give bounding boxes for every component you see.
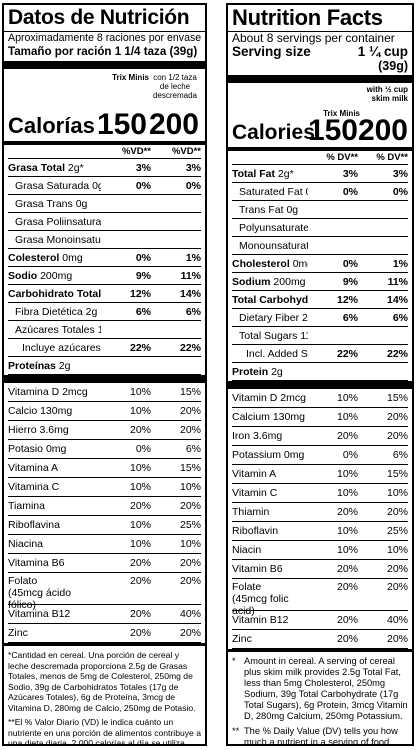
vitamin-row: Vitamin A 10% 15% [232,465,408,484]
nutrient-row: Total Fat 2g* 3% 3% [232,165,408,183]
vitamin-row: Vitamin C 10% 10% [232,484,408,503]
calories-label: Calorías [8,113,95,138]
nutrient-row: Carbohidrato Total 33g12%14% [8,285,201,303]
daily-value-header: % DV** % DV** [232,151,408,165]
vitamin-row: Niacina 10% 10% [8,535,201,554]
vitamin-row: Vitamina B6 20% 20% [8,554,201,573]
nutrient-row: Grasa Saturada 0g0%0% [8,177,201,195]
nutrient-row: Incl. Added Sugars 11g22%22% [232,345,408,363]
footnote-amount: *Cantidad en cereal. Una porción de cere… [8,650,196,713]
nutrient-row: Proteínas 2g [8,357,201,375]
nutrient-row: Protein 2g [232,363,408,381]
vitamin-row: Vitamina A 10% 15% [8,459,201,478]
nutrient-row: Fibra Dietética 2g 6% 6% [8,303,201,321]
vitamin-row: Riboflavin 10% 25% [232,522,408,541]
calories-cereal: 150 [307,114,358,147]
vitamin-row: Vitamin D 2mcg 10% 15% [232,389,408,408]
vitamin-row: Thiamin 20% 20% [232,503,408,522]
nutrient-row: Dietary Fiber 2g6%6% [232,309,408,327]
vitamin-row: Potassium 0mg 0% 6% [232,446,408,465]
calories-label: Calories [232,121,315,144]
daily-value-header: %VD** %VD** [8,145,201,159]
nutrient-row: Trans Fat 0g [232,201,408,219]
spanish-nutrition-panel: Datos de Nutrición Aproximadamente 8 rac… [2,3,207,746]
nutrient-row: Polyunsaturated Fat 0.5g [232,219,408,237]
serving-size: Tamaño por ración 1 1/4 taza (39g) [8,45,198,58]
nutrient-row: Sodium 200mg 9% 11% [232,273,408,291]
calories-with-milk: 200 [357,114,408,147]
footnotes: *Cantidad en cereal. Una porción de cere… [8,650,202,746]
footnote-amount: Amount in cereal. A serving of cereal pl… [244,656,408,721]
footnote-daily-value: The % Daily Value (DV) tells you how muc… [244,726,398,746]
vitamin-row: Calcium 130mg 10% 20% [232,408,408,427]
vitamin-row: Vitamina C 10% 10% [8,478,201,497]
vitamin-list: Vitamina D 2mcg 10% 15% Calcio 130mg 10% 20% H… [8,383,201,643]
nutrient-list: Total Fat 2g*3%3%Saturated Fat 0g0%0%Tra… [232,165,408,381]
nutrient-row: Sodio 200mg 9% 11% [8,267,201,285]
vitamin-row: Zinc 20% 20% [232,630,408,649]
nutrient-row: Azúcares Totales 11g [8,321,201,339]
vitamin-row: Tiamina 20% 20% [8,497,201,516]
vitamin-row: Zinc 20% 20% [8,624,201,643]
vitamin-row: Hierro 3.6mg 20% 20% [8,421,201,440]
vitamin-row: Vitamina B12 20% 40% [8,605,201,624]
calories-with-milk: 200 [148,108,199,141]
nutrient-row: Grasa Monoinsaturada 1g [8,231,201,249]
serving-size-label: Serving size [232,44,311,59]
nutrient-row: Colesterol 0mg 0% 1% [8,249,201,267]
column-header-with-milk: con 1/2 taza de leche descremada [152,73,198,100]
vitamin-row: Folato (45mcg ácido fólico) 20% 20% [8,575,201,611]
vitamin-row: Riboflavina 10% 25% [8,516,201,535]
calories-cereal: 150 [96,108,147,141]
vitamin-row: Folate (45mcg folic acid) 20% 20% [232,581,408,617]
serving-size-row: Serving size 1 ¼ cup [232,45,408,59]
servings-per-container: Aproximadamente 8 raciones por envase [8,32,202,44]
vitamin-list: Vitamin D 2mcg 10% 15% Calcium 130mg 10% 20% I… [232,389,408,649]
vitamin-row: Niacin 10% 10% [232,541,408,560]
nutrient-row: Grasa Poliinsaturada 0.5g [8,213,201,231]
vitamin-row: Iron 3.6mg 20% 20% [232,427,408,446]
panel-title: Nutrition Facts [232,5,383,30]
serving-size-amount: 1 ¼ cup [357,44,408,59]
vitamin-row: Potasio 0mg 0% 6% [8,440,201,459]
servings-per-container: About 8 servings per container [232,31,395,45]
panel-title: Datos de Nutrición [8,6,190,29]
vitamin-row: Calcio 130mg 10% 20% [8,402,201,421]
footnotes: * Amount in cereal. A serving of cereal p… [232,656,408,746]
nutrient-row: Grasa Trans 0g [8,195,201,213]
nutrient-row: Monounsaturated Fat 1g [232,237,408,255]
nutrient-list: Grasa Total 2g*3%3%Grasa Saturada 0g0%0%… [8,159,201,375]
nutrient-row: Grasa Total 2g* 3% 3% [8,159,201,177]
english-nutrition-panel: Nutrition Facts About 8 servings per con… [226,3,414,746]
nutrient-row: Total Carbohydrate 33g12%14% [232,291,408,309]
footnote-daily-value: **El % Valor Diario (VD) le indica cuánt… [8,717,202,746]
vitamin-row: Vitamina D 2mcg 10% 15% [8,383,201,402]
nutrient-row: Incluye azúcares añadidos 11g22%22% [8,339,201,357]
column-header-with-milk: with ½ cup skim milk [366,85,408,103]
nutrient-row: Total Sugars 11g [232,327,408,345]
vitamin-row: Vitamin B12 20% 40% [232,611,408,630]
column-header-cereal: Trix Minis [323,109,360,118]
vitamin-row: Vitamin B6 20% 20% [232,560,408,579]
serving-size-grams: (39g) [378,59,408,73]
column-header-cereal: Trix Minis [112,73,149,82]
nutrient-row: Saturated Fat 0g0%0% [232,183,408,201]
